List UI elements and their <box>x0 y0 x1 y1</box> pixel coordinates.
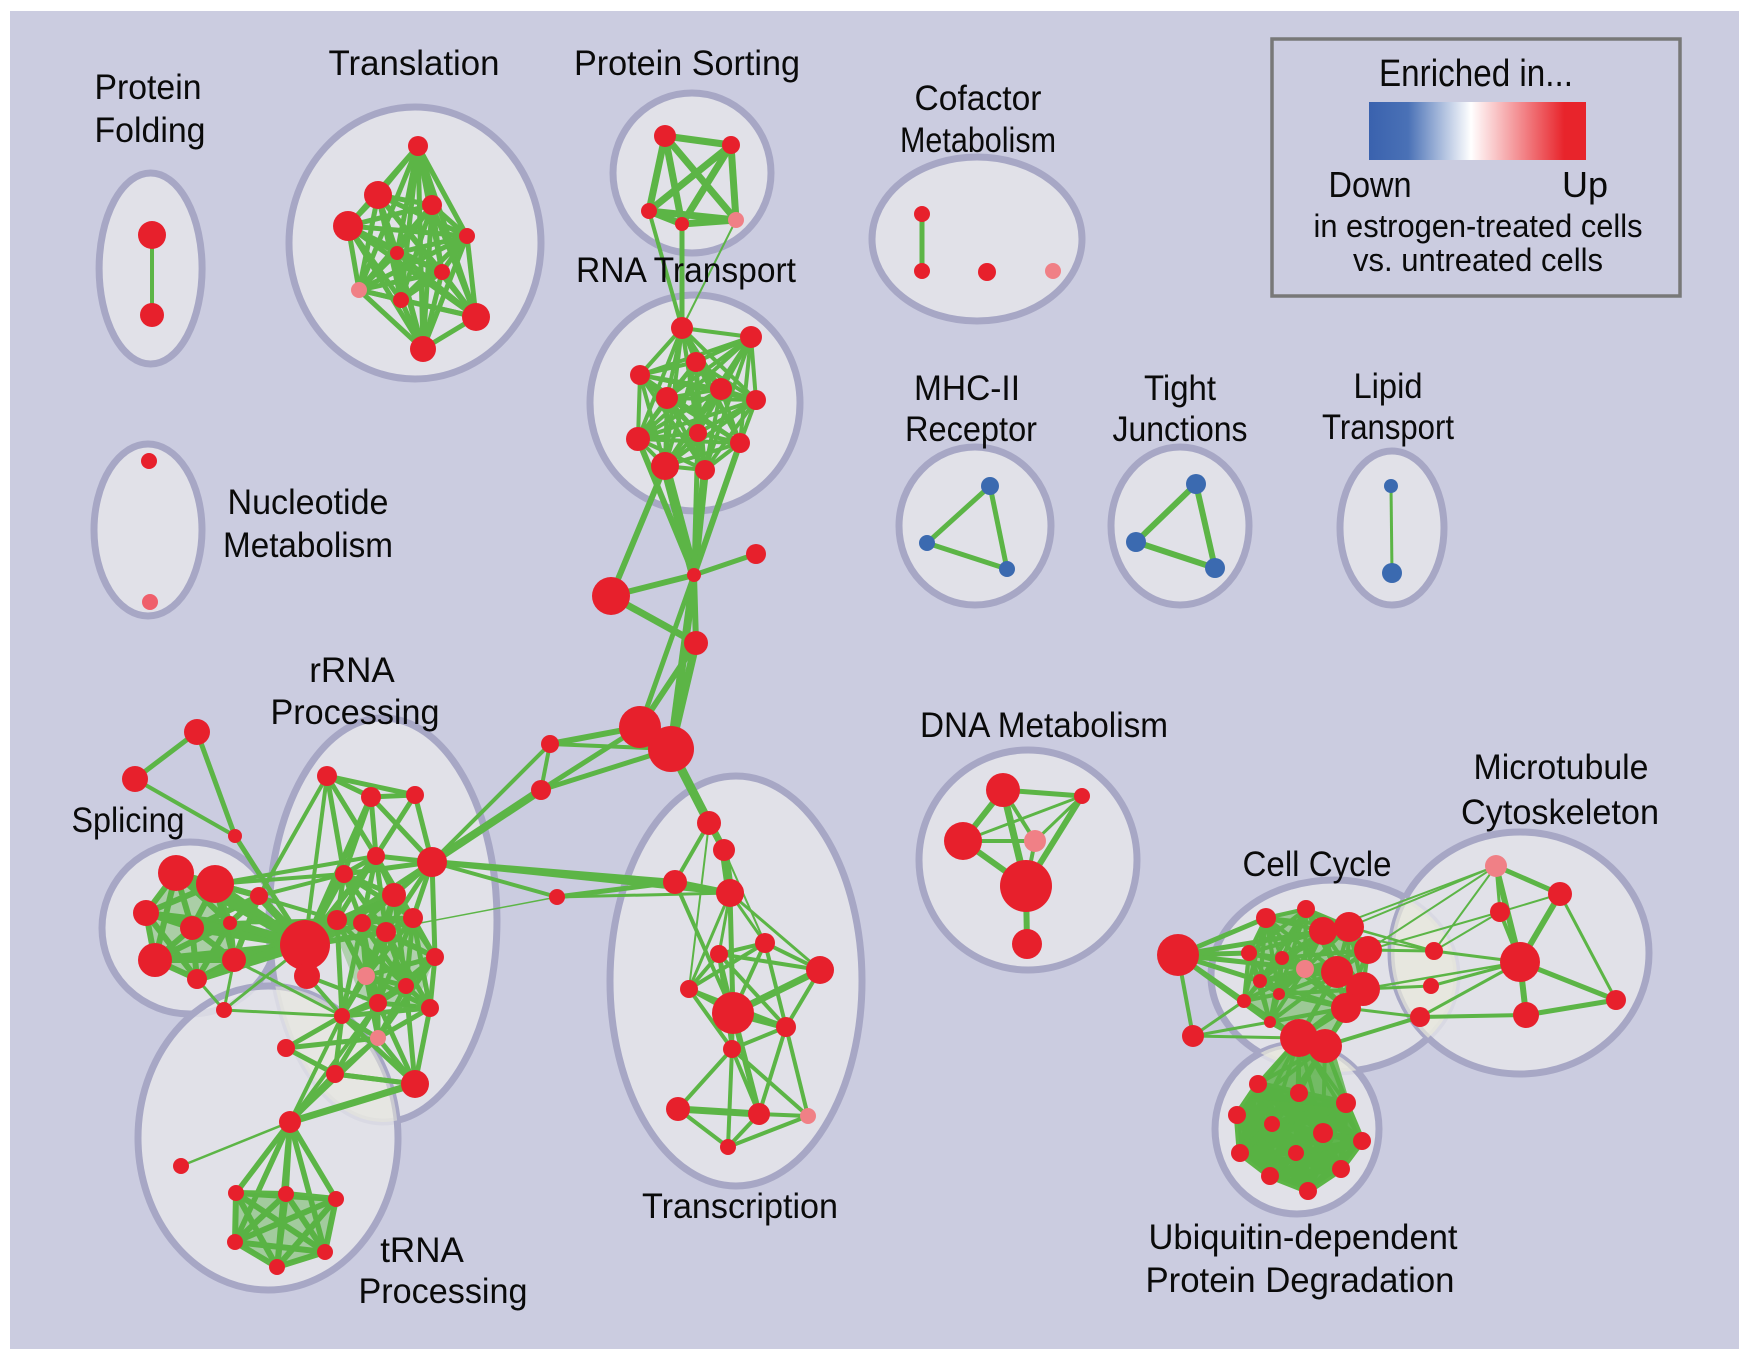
svg-text:Cytoskeleton: Cytoskeleton <box>1461 793 1659 832</box>
svg-text:rRNA: rRNA <box>309 651 395 690</box>
svg-text:MHC-II: MHC-II <box>914 369 1020 408</box>
svg-text:RNA Transport: RNA Transport <box>576 251 796 290</box>
svg-text:Metabolism: Metabolism <box>900 121 1056 160</box>
svg-text:Enriched in...: Enriched in... <box>1379 53 1573 95</box>
svg-text:Up: Up <box>1562 164 1608 205</box>
svg-text:Transport: Transport <box>1322 408 1454 447</box>
svg-text:Translation: Translation <box>329 44 500 83</box>
svg-text:Splicing: Splicing <box>72 801 185 840</box>
svg-text:Down: Down <box>1329 164 1412 205</box>
svg-text:Protein Degradation: Protein Degradation <box>1146 1261 1455 1300</box>
svg-text:Processing: Processing <box>359 1272 528 1311</box>
svg-text:DNA Metabolism: DNA Metabolism <box>920 706 1168 745</box>
svg-text:Tight: Tight <box>1144 369 1216 408</box>
svg-text:Receptor: Receptor <box>905 410 1037 449</box>
svg-text:Microtubule: Microtubule <box>1474 748 1649 787</box>
svg-text:Transcription: Transcription <box>642 1187 838 1226</box>
svg-text:Metabolism: Metabolism <box>223 526 393 565</box>
svg-text:Protein Sorting: Protein Sorting <box>574 44 800 83</box>
svg-text:vs. untreated cells: vs. untreated cells <box>1353 242 1603 278</box>
svg-text:in estrogen-treated cells: in estrogen-treated cells <box>1314 208 1643 244</box>
svg-text:Folding: Folding <box>95 111 206 150</box>
svg-text:tRNA: tRNA <box>380 1231 464 1270</box>
svg-text:Cell Cycle: Cell Cycle <box>1243 845 1392 884</box>
svg-text:Ubiquitin-dependent: Ubiquitin-dependent <box>1149 1218 1458 1257</box>
svg-text:Junctions: Junctions <box>1113 410 1248 449</box>
svg-text:Lipid: Lipid <box>1354 367 1423 406</box>
svg-text:Protein: Protein <box>95 68 202 107</box>
svg-text:Processing: Processing <box>271 693 440 732</box>
svg-text:Nucleotide: Nucleotide <box>228 483 389 522</box>
svg-text:Cofactor: Cofactor <box>915 79 1042 118</box>
